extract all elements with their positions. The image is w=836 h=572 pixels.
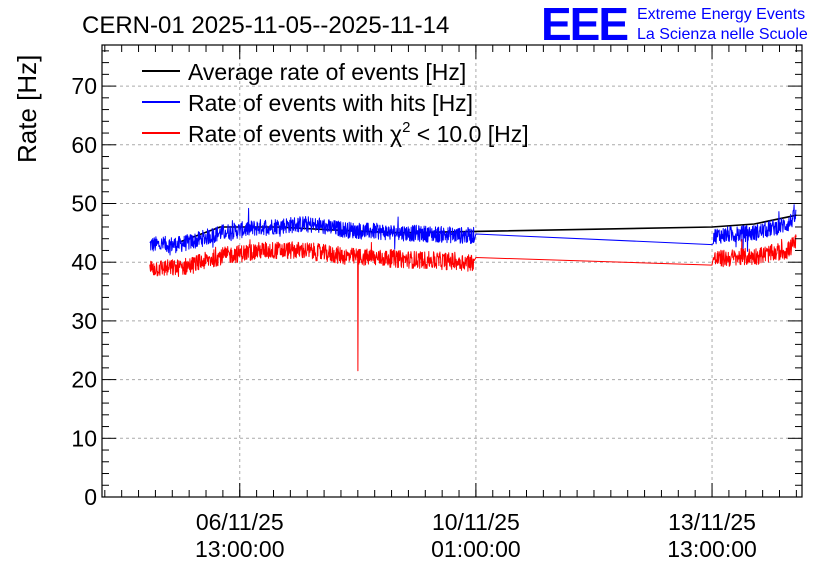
logo-line-2: La Scienza nelle Scuole bbox=[637, 26, 808, 43]
series-line-chi2 bbox=[149, 234, 797, 372]
y-tick-label: 0 bbox=[84, 484, 97, 510]
x-tick-label-time: 13:00:00 bbox=[195, 536, 285, 562]
legend-label-average: Average rate of events [Hz] bbox=[188, 59, 466, 85]
series-layer bbox=[149, 204, 797, 372]
y-tick-label: 30 bbox=[71, 308, 97, 334]
grid-lines bbox=[102, 45, 802, 497]
tick-labels: 01020304050607006/11/2513:00:0010/11/250… bbox=[71, 73, 756, 562]
y-axis-label: Rate [Hz] bbox=[12, 55, 42, 163]
y-tick-label: 20 bbox=[71, 367, 97, 393]
y-tick-label: 10 bbox=[71, 425, 97, 451]
chart-title: CERN-01 2025-11-05--2025-11-14 bbox=[82, 12, 449, 39]
x-tick-label-date: 10/11/25 bbox=[432, 509, 520, 535]
legend-label-chi2: Rate of events with χ2 < 10.0 [Hz] bbox=[188, 119, 529, 147]
logo-line-1: Extreme Energy Events bbox=[637, 6, 805, 23]
y-tick-label: 50 bbox=[71, 190, 97, 216]
legend-chi2-sup: 2 bbox=[402, 119, 410, 136]
series-line-average bbox=[180, 214, 797, 243]
legend: Average rate of events [Hz] Rate of even… bbox=[142, 59, 529, 147]
eee-logo: EEE bbox=[541, 0, 627, 50]
legend-chi2-prefix: Rate of events with bbox=[188, 121, 390, 147]
x-tick-label-date: 13/11/25 bbox=[668, 509, 756, 535]
legend-chi2-symbol: χ bbox=[390, 121, 402, 147]
legend-label-hits: Rate of events with hits [Hz] bbox=[188, 90, 473, 116]
y-tick-label: 40 bbox=[71, 249, 97, 275]
x-tick-label-date: 06/11/25 bbox=[196, 509, 284, 535]
plot-frame bbox=[101, 44, 803, 498]
y-tick-label: 70 bbox=[71, 73, 97, 99]
legend-chi2-suffix: < 10.0 [Hz] bbox=[410, 121, 528, 147]
x-tick-label-time: 13:00:00 bbox=[667, 536, 757, 562]
x-tick-label-time: 01:00:00 bbox=[431, 536, 521, 562]
series-line-hits bbox=[149, 204, 797, 256]
y-tick-label: 60 bbox=[71, 132, 97, 158]
axis-ticks bbox=[102, 45, 802, 498]
